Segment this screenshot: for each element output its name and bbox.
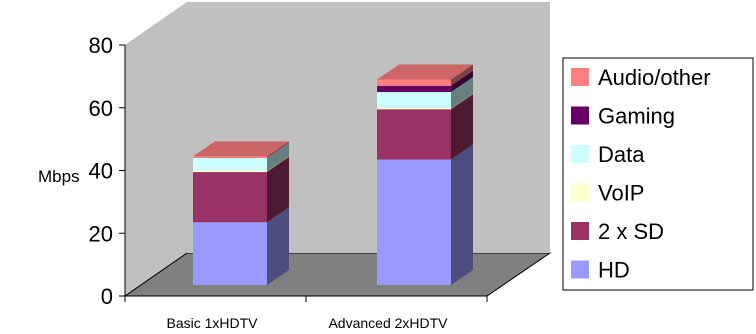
- bar-segment-top: [193, 141, 289, 157]
- legend-swatch: [571, 106, 589, 125]
- bar-segment-side: [451, 94, 473, 160]
- legend-swatch: [571, 183, 589, 202]
- legend-item: VoIP: [571, 181, 644, 206]
- legend-items: Audio/other Gaming Data VoIP 2 x SD HD: [571, 65, 711, 283]
- y-axis-ticks: 0 20 40 60 80: [89, 33, 125, 309]
- legend-label: Data: [598, 142, 645, 167]
- bar-segment-side: [267, 141, 289, 158]
- legend-label: Gaming: [598, 104, 675, 129]
- bar-segment-side: [451, 77, 473, 108]
- legend: Audio/other Gaming Data VoIP 2 x SD HD: [562, 57, 754, 291]
- bar-segment: [377, 159, 451, 285]
- bar-stack: [193, 141, 289, 285]
- bar-segment: [193, 156, 267, 158]
- bar-segment: [377, 109, 451, 160]
- bar-segment: [377, 85, 451, 93]
- legend-item: Data: [571, 142, 645, 167]
- bar-segment-side: [451, 70, 473, 93]
- bar-segment: [193, 172, 267, 223]
- x-tick-label: Basic 1xHDTV: [166, 315, 258, 331]
- legend-swatch: [571, 145, 589, 163]
- bar-segment-side: [267, 207, 289, 285]
- x-axis-labels: Basic 1xHDTV Advanced 2xHDTV: [124, 296, 488, 331]
- bar-segment: [193, 157, 267, 171]
- legend-swatch: [571, 68, 589, 86]
- bar-segment: [193, 170, 267, 173]
- bar-stack: [377, 64, 473, 285]
- bar-segment-side: [267, 157, 289, 223]
- legend-item: HD: [571, 258, 630, 283]
- bar-segment: [377, 92, 451, 108]
- y-tick-label: 80: [89, 33, 113, 58]
- legend-box: [562, 57, 754, 291]
- bar-segment-side: [451, 144, 473, 285]
- bar-segment: [377, 107, 451, 110]
- y-axis-label: Mbps: [38, 167, 80, 186]
- y-tick-label: 40: [89, 159, 113, 184]
- legend-label: 2 x SD: [598, 219, 664, 244]
- legend-item: Audio/other: [571, 65, 711, 90]
- bar-segment-side: [267, 142, 289, 171]
- legend-swatch: [571, 222, 589, 240]
- bar-segment: [193, 222, 267, 285]
- legend-swatch: [571, 260, 589, 279]
- bar-segment: [377, 79, 451, 86]
- legend-label: VoIP: [598, 181, 644, 206]
- bars: [193, 64, 473, 285]
- y-tick-label: 60: [89, 96, 113, 121]
- legend-label: Audio/other: [598, 65, 711, 90]
- legend-label: HD: [598, 258, 630, 283]
- bar-segment-side: [451, 64, 473, 86]
- x-tick-label: Advanced 2xHDTV: [328, 315, 448, 331]
- y-tick-label: 0: [101, 284, 113, 309]
- legend-item: Gaming: [571, 104, 675, 129]
- side-wall: [125, 2, 187, 296]
- bar-segment-side: [267, 155, 289, 173]
- floor: [123, 252, 552, 297]
- y-tick-label: 20: [89, 221, 113, 246]
- bar-segment-top: [377, 64, 473, 80]
- bar-segment-side: [451, 92, 473, 110]
- legend-item: 2 x SD: [571, 219, 664, 244]
